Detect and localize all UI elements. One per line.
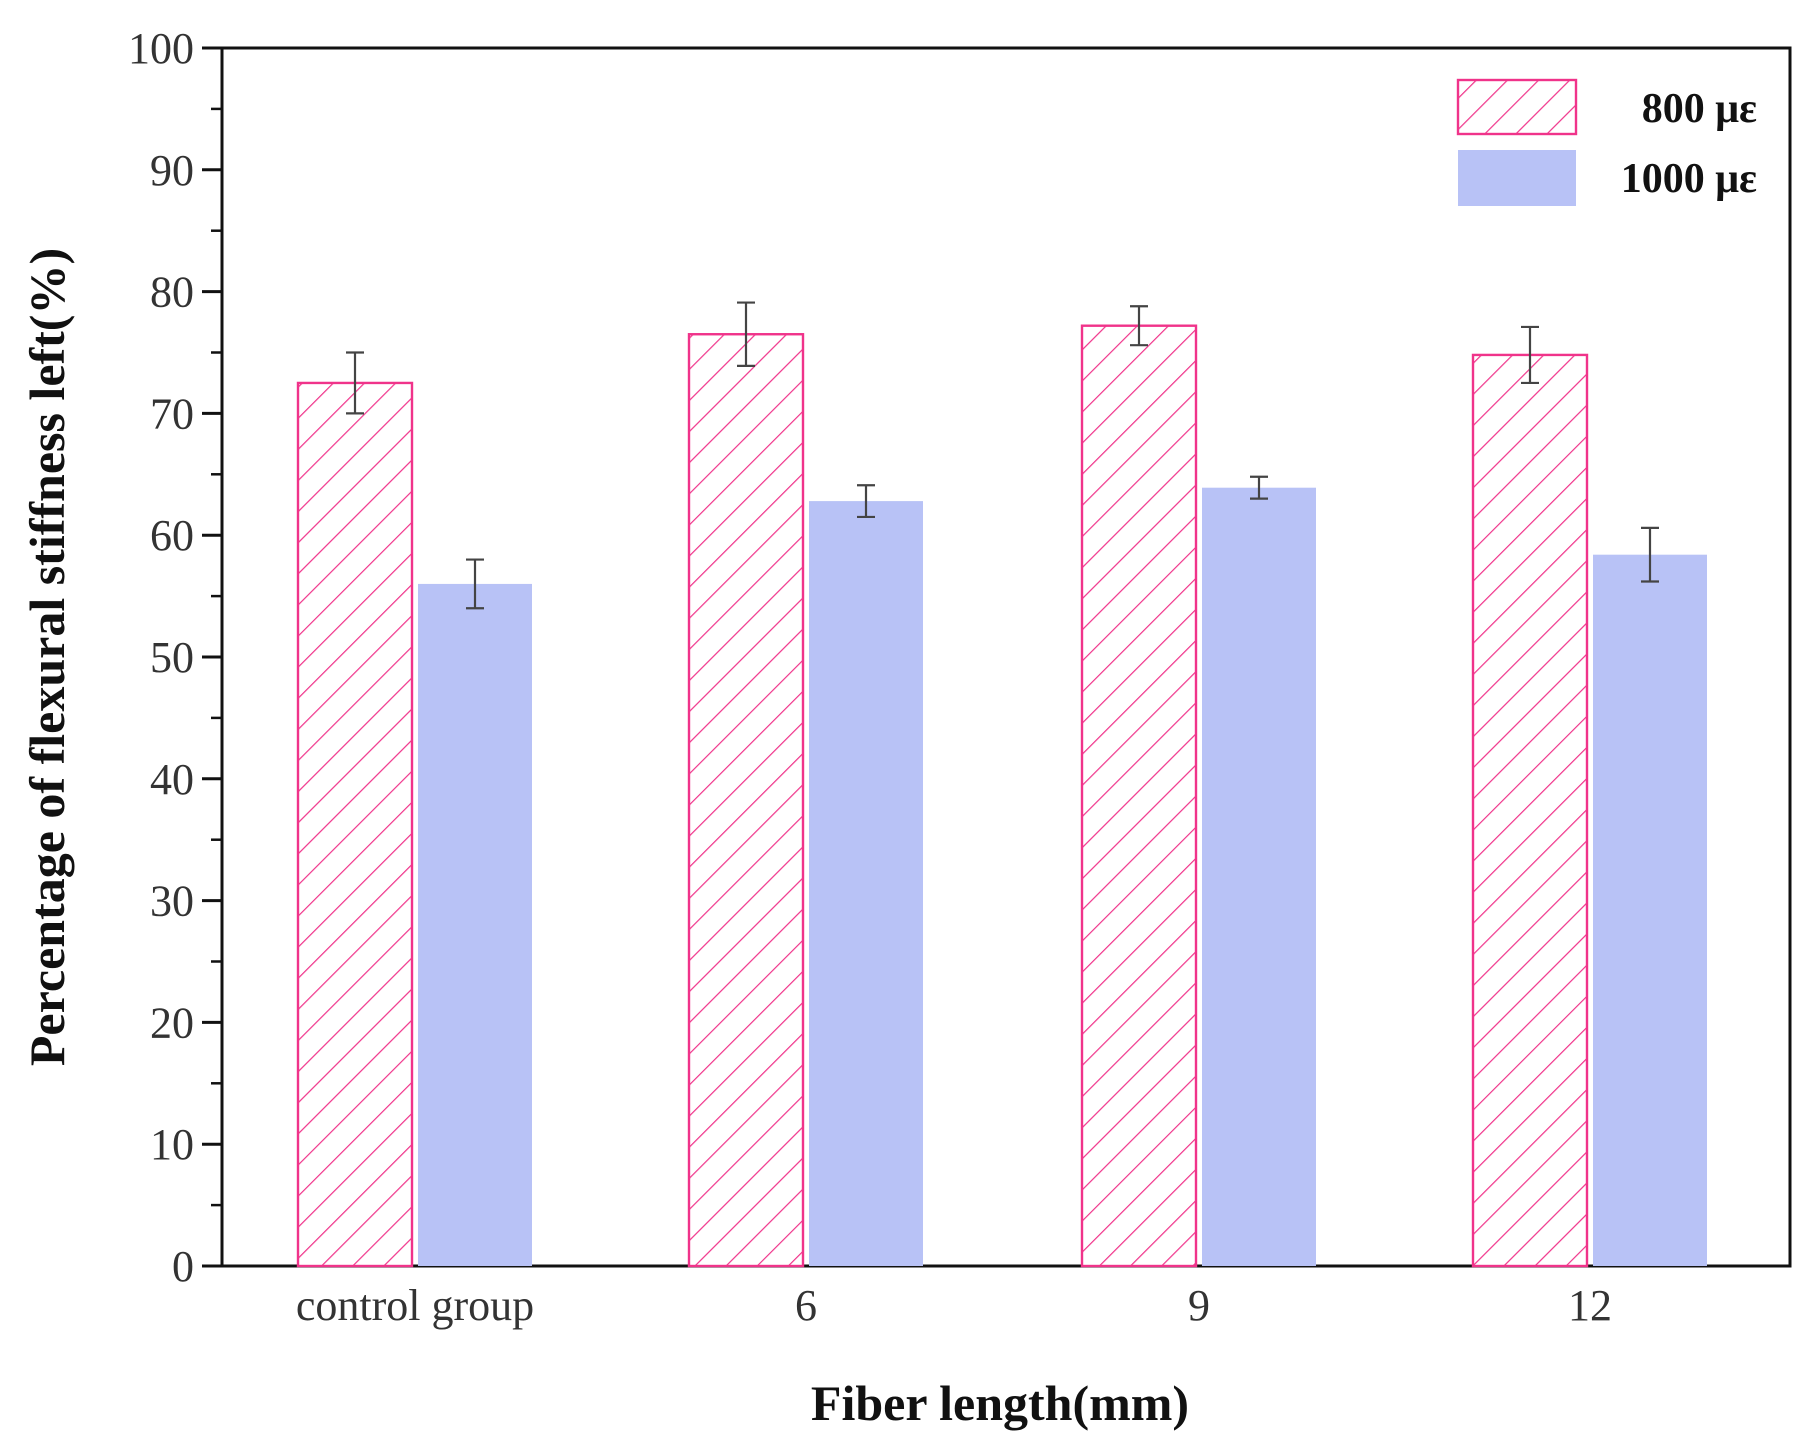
y-tick-label: 0: [172, 1242, 194, 1291]
bar-800-2: [1080, 324, 1198, 1268]
y-axis: 0 10 20 30 40 50 60 70 80 90 100: [128, 24, 222, 1291]
legend-label-800: 800 με: [1642, 86, 1757, 132]
bar-1000-3: [1593, 554, 1707, 1266]
y-tick-label: 70: [150, 389, 194, 438]
bar-1000-2: [1202, 487, 1316, 1266]
bar-800-3: [1471, 353, 1589, 1268]
legend-swatch-800: [1456, 78, 1578, 136]
y-tick-label: 30: [150, 877, 194, 926]
legend: 800 με 1000 με: [1456, 78, 1757, 206]
bar-1000-0: [418, 583, 532, 1266]
y-axis-title: Percentage of flexural stiffness left(%): [19, 248, 75, 1066]
y-tick-label: 60: [150, 511, 194, 560]
y-tick-label: 10: [150, 1120, 194, 1169]
y-tick-label: 50: [150, 633, 194, 682]
bar-series-group: [296, 324, 1707, 1268]
x-axis: control group 6 9 12: [296, 1281, 1612, 1330]
x-tick-label: 12: [1568, 1281, 1612, 1330]
bar-1000-1: [809, 501, 923, 1266]
y-tick-label: 90: [150, 146, 194, 195]
y-tick-label: 100: [128, 24, 194, 73]
legend-swatch-1000: [1458, 150, 1576, 206]
legend-label-1000: 1000 με: [1621, 156, 1757, 202]
error-bar-group: [346, 301, 1659, 610]
bar-800-1: [687, 333, 805, 1268]
x-tick-label: 6: [795, 1281, 817, 1330]
x-axis-title: Fiber length(mm): [811, 1375, 1189, 1431]
y-tick-label: 20: [150, 998, 194, 1047]
y-tick-label: 40: [150, 755, 194, 804]
bar-800-0: [296, 381, 414, 1268]
x-tick-label: control group: [296, 1281, 534, 1330]
y-tick-label: 80: [150, 268, 194, 317]
x-tick-label: 9: [1188, 1281, 1210, 1330]
